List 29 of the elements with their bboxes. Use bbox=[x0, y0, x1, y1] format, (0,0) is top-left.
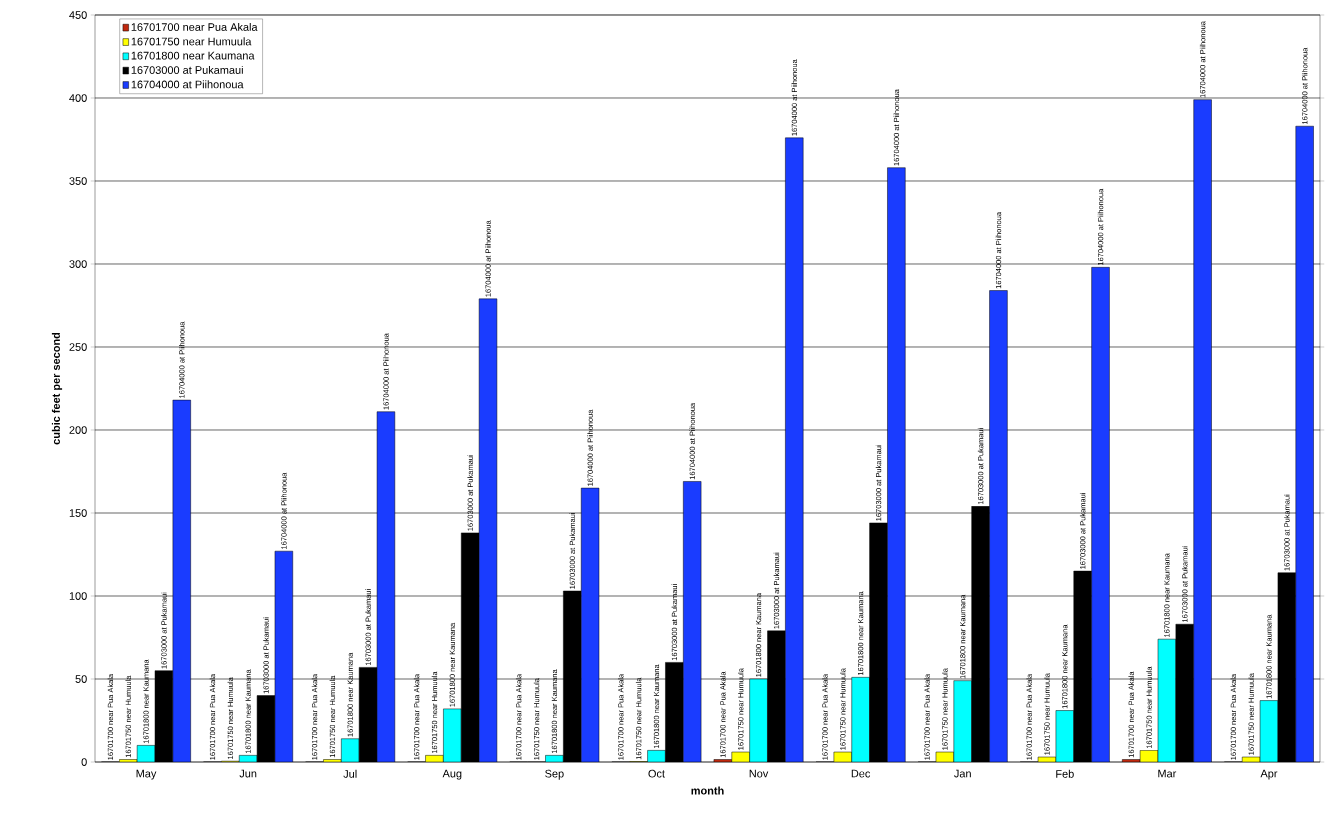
x-tick-label: Dec bbox=[851, 769, 871, 778]
y-axis-title: cubic feet per second bbox=[51, 332, 63, 445]
y-tick-label: 450 bbox=[69, 11, 87, 19]
y-tick-label: 50 bbox=[75, 675, 87, 683]
x-tick-label: Nov bbox=[749, 769, 769, 778]
y-tick-label: 300 bbox=[69, 260, 87, 268]
y-tick-label: 150 bbox=[69, 509, 87, 517]
legend-label: 16701800 near Kaumana bbox=[131, 51, 255, 60]
x-tick-label: Aug bbox=[442, 769, 462, 780]
y-tick-label: 350 bbox=[69, 177, 87, 185]
legend-label: 16701700 near Pua Akala bbox=[131, 22, 258, 31]
x-axis-title: month bbox=[691, 786, 724, 795]
x-tick-label: May bbox=[136, 769, 157, 780]
x-tick-label: Mar bbox=[1158, 769, 1177, 778]
legend-label: 16703000 at Pukamaui bbox=[131, 65, 243, 74]
y-tick-label: 400 bbox=[69, 94, 87, 102]
x-tick-label: Oct bbox=[648, 769, 665, 778]
x-tick-label: Apr bbox=[1260, 769, 1278, 780]
y-tick-label: 100 bbox=[69, 592, 87, 600]
legend-label: 16701750 near Humuula bbox=[131, 37, 252, 46]
y-tick-label: 250 bbox=[69, 343, 87, 351]
x-tick-label: Jul bbox=[343, 769, 357, 778]
legend-label: 16704000 at Piihonoua bbox=[131, 80, 244, 89]
x-tick-label: Sep bbox=[545, 769, 564, 780]
x-tick-label: Jun bbox=[239, 769, 257, 778]
y-tick-label: 200 bbox=[69, 426, 87, 434]
y-tick-label: 0 bbox=[81, 758, 87, 766]
x-tick-label: Jan bbox=[954, 769, 971, 778]
x-tick-label: Feb bbox=[1056, 769, 1074, 778]
